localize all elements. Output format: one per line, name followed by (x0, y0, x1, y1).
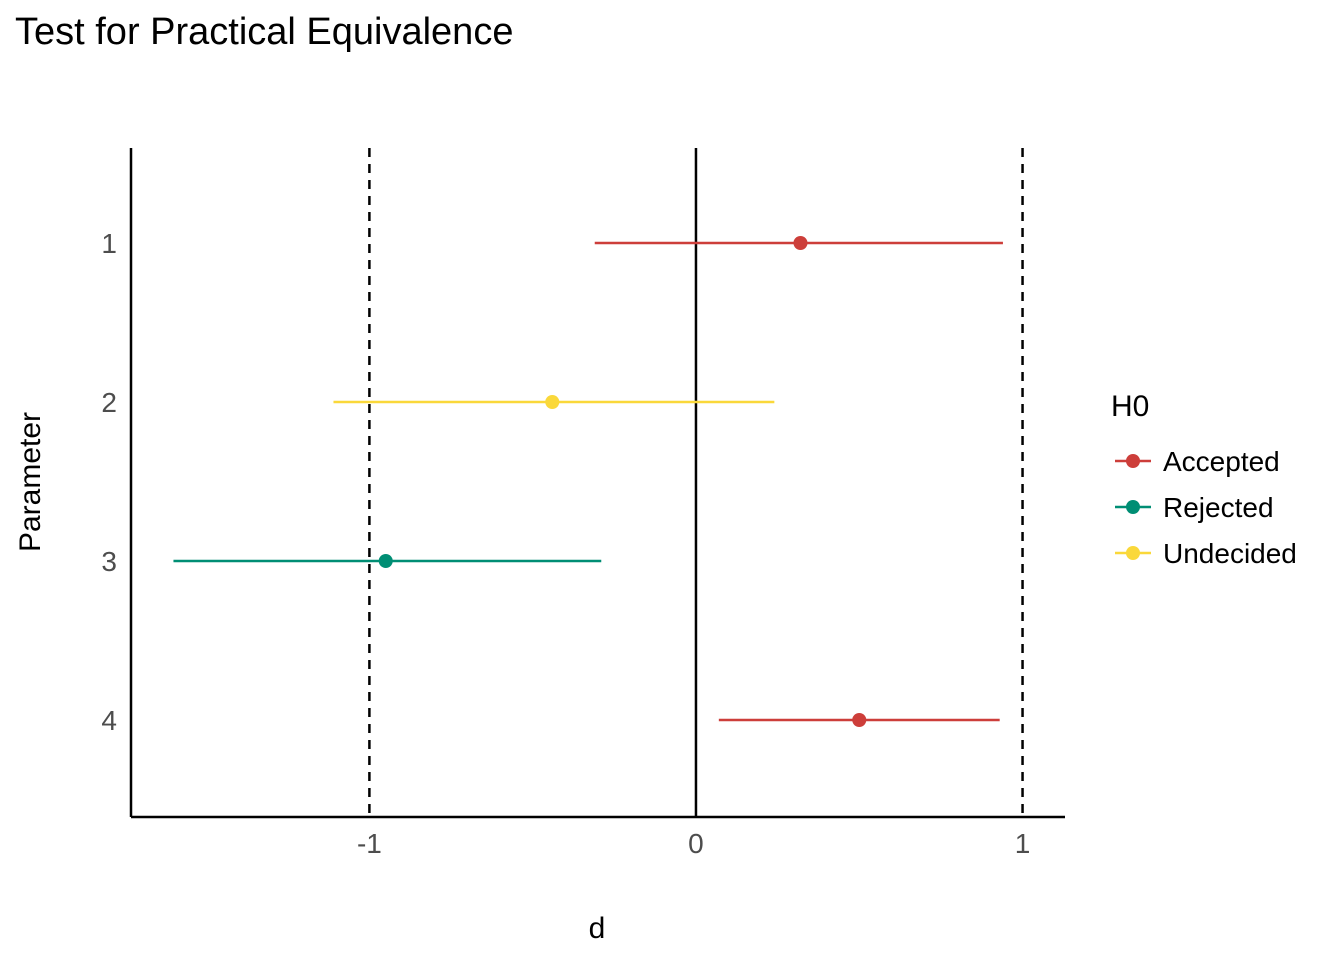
x-tick-labels: -1 0 1 (357, 828, 1030, 859)
legend-key-point (1126, 546, 1140, 560)
legend: H0 Accepted Rejected Undecided (1111, 390, 1297, 569)
legend-label: Rejected (1163, 492, 1274, 523)
legend-item-undecided: Undecided (1115, 538, 1297, 569)
chart-title: Test for Practical Equivalence (15, 11, 513, 53)
y-tick-labels: 1 2 3 4 (101, 228, 117, 736)
plot-area: -1 0 1 1 2 3 4 (101, 148, 1065, 859)
legend-key-point (1126, 500, 1140, 514)
x-tick-label: -1 (357, 828, 382, 859)
estimate-point-1 (793, 236, 808, 250)
data-marks (173, 236, 1003, 727)
estimate-point-3 (378, 554, 393, 568)
y-tick-label: 4 (101, 705, 117, 736)
estimate-point-4 (852, 713, 867, 727)
legend-item-rejected: Rejected (1115, 492, 1274, 523)
legend-label: Accepted (1163, 446, 1280, 477)
y-tick-label: 3 (101, 546, 117, 577)
legend-label: Undecided (1163, 538, 1297, 569)
y-axis-title: Parameter (14, 412, 47, 552)
x-tick-label: 0 (688, 828, 704, 859)
legend-item-accepted: Accepted (1115, 446, 1280, 477)
legend-key-point (1126, 454, 1140, 468)
y-tick-label: 1 (101, 228, 117, 259)
legend-title: H0 (1111, 390, 1149, 423)
estimate-point-2 (545, 395, 560, 409)
x-tick-label: 1 (1015, 828, 1031, 859)
legend-items: Accepted Rejected Undecided (1115, 446, 1297, 569)
x-axis-title: d (589, 912, 606, 945)
y-tick-label: 2 (101, 387, 117, 418)
